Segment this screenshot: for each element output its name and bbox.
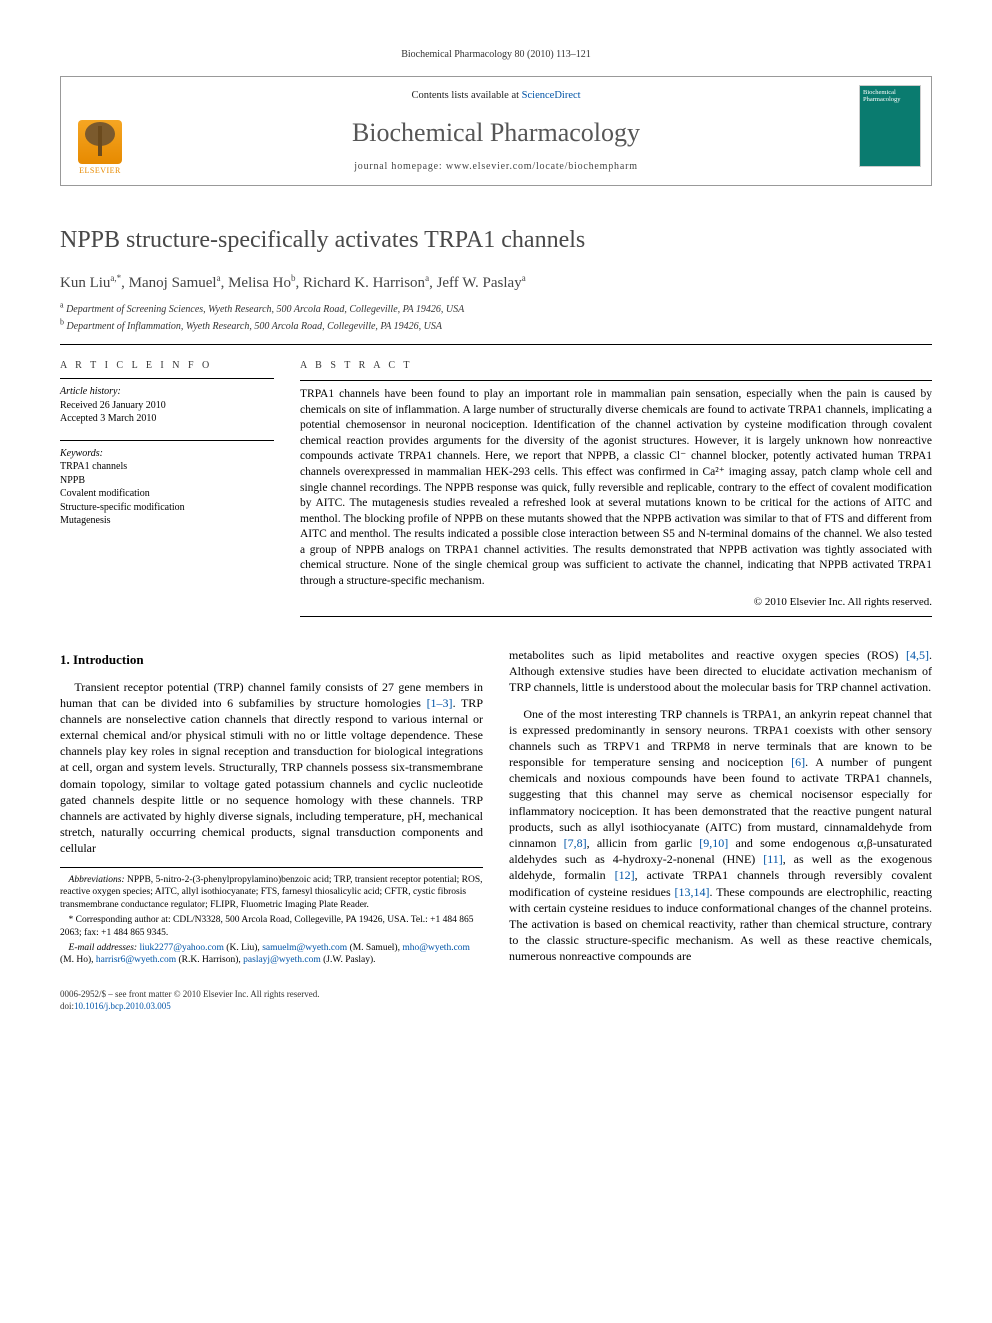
contents-prefix: Contents lists available at xyxy=(411,90,521,101)
email-link[interactable]: harrisr6@wyeth.com xyxy=(96,955,176,965)
paragraph: One of the most interesting TRP channels… xyxy=(509,706,932,965)
email-who: (J.W. Paslay). xyxy=(321,955,376,965)
keyword: NPPB xyxy=(60,474,274,488)
journal-title: Biochemical Pharmacology xyxy=(75,115,917,150)
running-head: Biochemical Pharmacology 80 (2010) 113–1… xyxy=(60,48,932,62)
email-link[interactable]: mho@wyeth.com xyxy=(402,943,470,953)
abstract-copyright: © 2010 Elsevier Inc. All rights reserved… xyxy=(300,595,932,610)
corresponding-label: * Corresponding author at: xyxy=(69,915,171,925)
paragraph: metabolites such as lipid metabolites an… xyxy=(509,647,932,696)
journal-cover-thumbnail: Biochemical Pharmacology xyxy=(859,85,921,167)
accepted-date: Accepted 3 March 2010 xyxy=(60,412,274,426)
abstract-heading: A B S T R A C T xyxy=(300,359,932,373)
article-title: NPPB structure-specifically activates TR… xyxy=(60,224,932,256)
keyword: Covalent modification xyxy=(60,487,274,501)
journal-header-box: ELSEVIER Biochemical Pharmacology Conten… xyxy=(60,76,932,187)
doi-link[interactable]: 10.1016/j.bcp.2010.03.005 xyxy=(74,1001,171,1011)
homepage-prefix: journal homepage: xyxy=(354,161,446,172)
affiliations: a Department of Screening Sciences, Wyet… xyxy=(60,303,932,334)
citation-link[interactable]: [6] xyxy=(791,755,805,769)
citation-link[interactable]: [9,10] xyxy=(699,836,728,850)
email-link[interactable]: liuk2277@yahoo.com xyxy=(139,943,223,953)
author: Jeff W. Paslaya xyxy=(437,275,526,291)
front-matter-line: 0006-2952/$ – see front matter © 2010 El… xyxy=(60,988,932,1000)
email-link[interactable]: samuelm@wyeth.com xyxy=(262,943,347,953)
abstract-text: TRPA1 channels have been found to play a… xyxy=(300,387,932,589)
article-info-heading: A R T I C L E I N F O xyxy=(60,359,274,373)
contents-available-line: Contents lists available at ScienceDirec… xyxy=(75,87,917,103)
abbreviations-label: Abbreviations: xyxy=(69,875,125,885)
history-label: Article history: xyxy=(60,385,274,399)
citation-link[interactable]: [11] xyxy=(763,852,783,866)
doi-label: doi: xyxy=(60,1001,74,1011)
divider xyxy=(60,440,274,441)
citation-link[interactable]: [12] xyxy=(615,868,635,882)
author: Richard K. Harrisona xyxy=(303,275,429,291)
elsevier-tree-icon xyxy=(78,120,122,164)
article-info-column: A R T I C L E I N F O Article history: R… xyxy=(60,359,274,623)
journal-homepage-line: journal homepage: www.elsevier.com/locat… xyxy=(75,160,917,174)
email-who: (M. Ho), xyxy=(60,955,96,965)
keyword: Mutagenesis xyxy=(60,514,274,528)
keyword: Structure-specific modification xyxy=(60,501,274,515)
page-footer: 0006-2952/$ – see front matter © 2010 El… xyxy=(60,988,932,1012)
elsevier-wordmark: ELSEVIER xyxy=(79,166,121,177)
email-who: (R.K. Harrison), xyxy=(176,955,243,965)
author: Manoj Samuela xyxy=(129,275,221,291)
citation-link[interactable]: [13,14] xyxy=(675,885,710,899)
author: Melisa Hob xyxy=(228,275,295,291)
homepage-url: www.elsevier.com/locate/biochempharm xyxy=(446,161,638,172)
email-label: E-mail addresses: xyxy=(69,943,138,953)
divider xyxy=(300,380,932,381)
email-who: (K. Liu), xyxy=(224,943,262,953)
footnotes: Abbreviations: NPPB, 5-nitro-2-(3-phenyl… xyxy=(60,867,483,968)
sciencedirect-link[interactable]: ScienceDirect xyxy=(522,90,581,101)
elsevier-logo: ELSEVIER xyxy=(71,113,129,177)
email-who: (M. Samuel), xyxy=(347,943,402,953)
divider xyxy=(60,344,932,345)
paragraph: Transient receptor potential (TRP) chann… xyxy=(60,679,483,857)
received-date: Received 26 January 2010 xyxy=(60,399,274,413)
divider xyxy=(300,616,932,617)
keywords-label: Keywords: xyxy=(60,447,274,461)
keyword: TRPA1 channels xyxy=(60,460,274,474)
citation-link[interactable]: [7,8] xyxy=(564,836,587,850)
citation-link[interactable]: [4,5] xyxy=(906,648,929,662)
author: Kun Liua,* xyxy=(60,275,121,291)
email-link[interactable]: paslayj@wyeth.com xyxy=(243,955,321,965)
divider xyxy=(60,378,274,379)
citation-link[interactable]: [1–3] xyxy=(427,696,453,710)
abstract-column: A B S T R A C T TRPA1 channels have been… xyxy=(300,359,932,623)
author-list: Kun Liua,*, Manoj Samuela, Melisa Hob, R… xyxy=(60,273,932,293)
body-two-column: 1. Introduction Transient receptor poten… xyxy=(60,647,932,972)
section-heading: 1. Introduction xyxy=(60,651,483,669)
